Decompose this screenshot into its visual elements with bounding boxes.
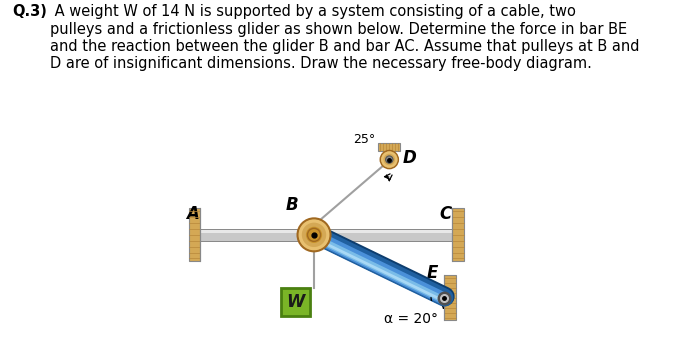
Text: A: A: [186, 205, 199, 223]
Circle shape: [299, 219, 329, 250]
Polygon shape: [452, 208, 464, 261]
Circle shape: [308, 229, 321, 242]
Circle shape: [384, 154, 395, 165]
Text: B: B: [286, 196, 298, 214]
Polygon shape: [281, 288, 310, 316]
Circle shape: [380, 151, 398, 169]
Circle shape: [381, 151, 397, 168]
Circle shape: [298, 218, 330, 251]
Text: C: C: [439, 205, 451, 223]
Text: W: W: [286, 293, 305, 311]
Text: 25°: 25°: [353, 133, 375, 146]
Circle shape: [302, 223, 326, 247]
Polygon shape: [200, 229, 452, 240]
Text: α = 20°: α = 20°: [384, 312, 438, 326]
Text: A weight W of 14 N is supported by a system consisting of a cable, two
pulleys a: A weight W of 14 N is supported by a sys…: [50, 4, 640, 71]
Text: D: D: [402, 149, 416, 167]
Polygon shape: [445, 275, 456, 321]
Polygon shape: [200, 230, 452, 234]
Circle shape: [386, 156, 393, 163]
Text: E: E: [426, 264, 438, 282]
Text: Q.3): Q.3): [12, 4, 47, 19]
Polygon shape: [188, 208, 200, 261]
Circle shape: [306, 227, 322, 243]
Polygon shape: [307, 226, 321, 244]
Polygon shape: [378, 143, 401, 151]
